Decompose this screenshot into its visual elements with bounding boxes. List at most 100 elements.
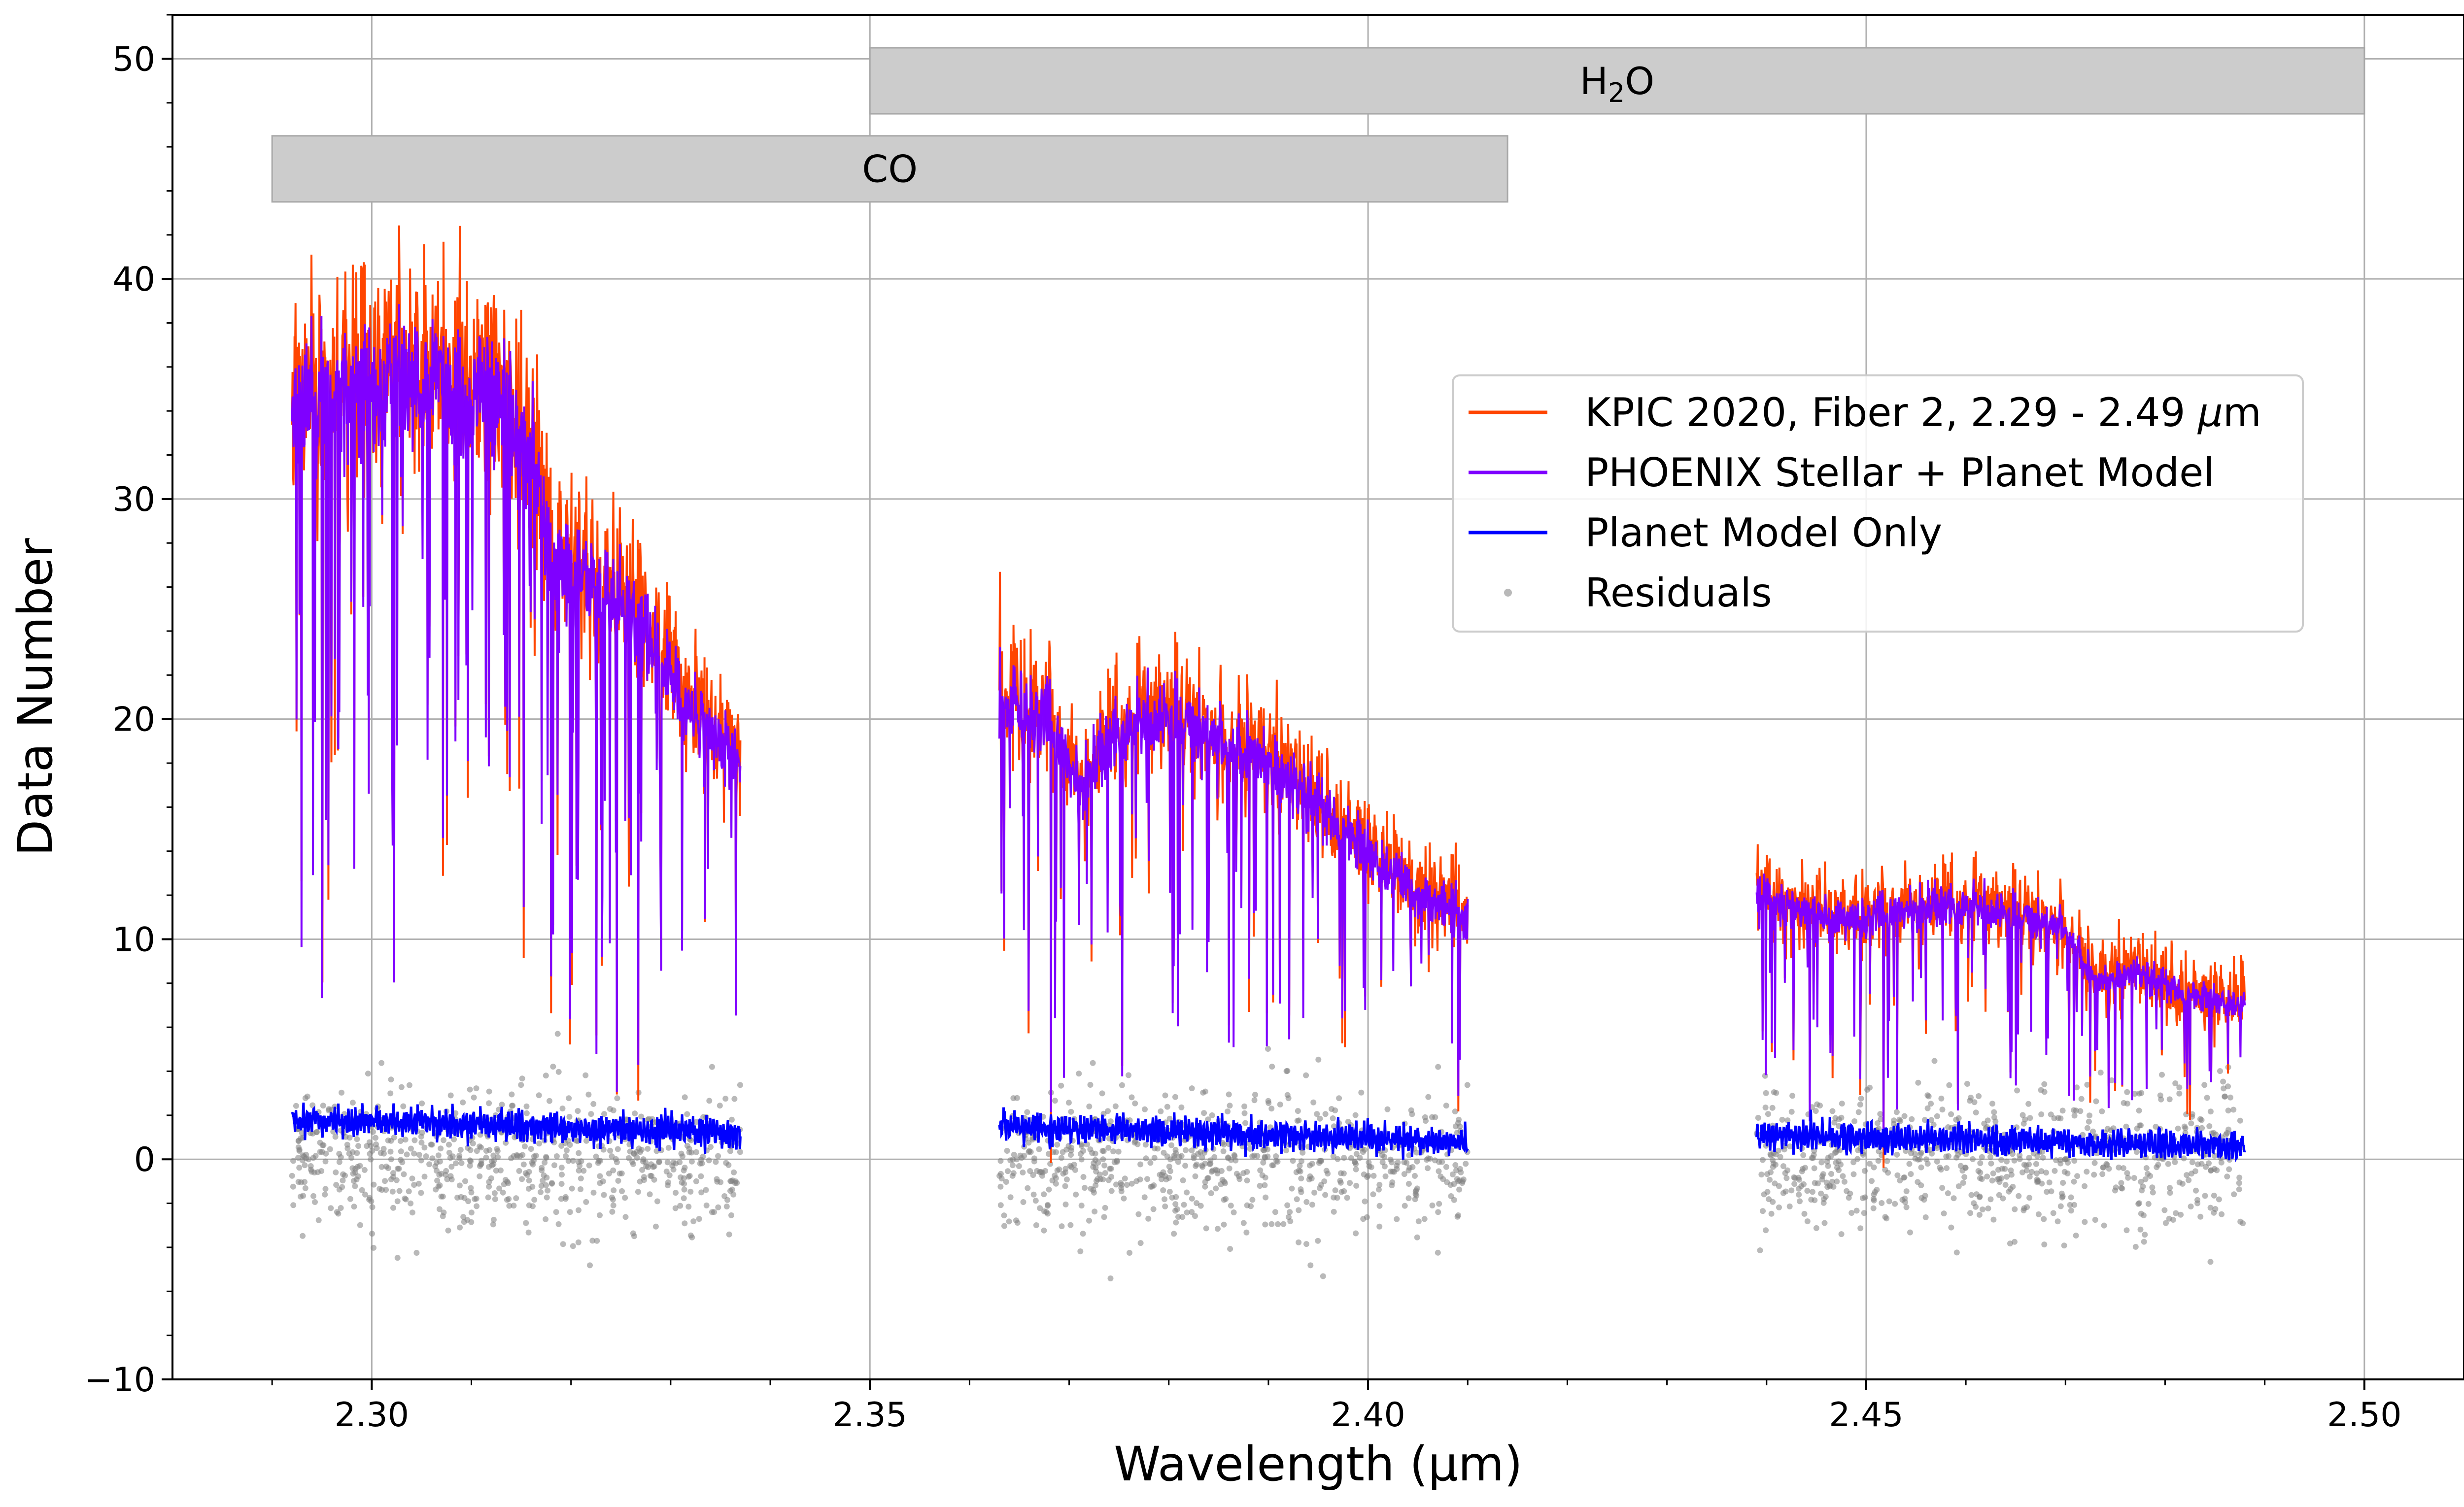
residual-point [2026,1195,2033,1201]
residual-point [468,1209,475,1216]
residual-point [645,1145,651,1152]
residual-point [1150,1206,1157,1212]
residual-point [1967,1210,1973,1216]
residual-point [290,1183,296,1190]
x-tick-label: 2.30 [335,1396,409,1435]
residual-point [723,1204,730,1209]
residual-point [2125,1174,2131,1181]
residual-point [2141,1239,2147,1245]
legend-label: Residuals [1585,570,1772,616]
x-tick-label: 2.45 [1829,1396,1903,1435]
residual-point [1941,1210,1947,1217]
residual-point [1173,1219,1179,1226]
residual-point [1220,1148,1227,1154]
residual-point [2207,1108,2214,1115]
residual-point [1161,1149,1167,1156]
residual-point [997,1202,1004,1208]
residual-point [1144,1176,1150,1182]
residual-point [1173,1194,1179,1200]
residual-point [1272,1209,1278,1215]
residual-point [1455,1178,1462,1184]
residual-point [2167,1185,2173,1191]
residual-point [2182,1125,2189,1132]
residual-point [1800,1152,1807,1158]
data-layer [291,225,2246,1168]
residual-point [1813,1108,1819,1114]
residual-point [1370,1172,1377,1179]
residual-point [1821,1196,1827,1202]
residual-point [2035,1211,2042,1217]
residual-point [429,1155,436,1162]
residual-point [1166,1164,1172,1170]
residual-point [453,1160,459,1167]
residual-point [1141,1194,1148,1201]
residual-point [322,1158,329,1165]
residual-point [2208,1168,2214,1174]
residual-point [519,1152,526,1158]
residual-point [1086,1217,1092,1224]
y-tick-label: −10 [84,1361,155,1400]
residual-point [1891,1117,1897,1124]
residual-point [421,1173,428,1180]
residual-point [2053,1157,2059,1164]
residual-point [1093,1182,1099,1189]
y-tick-label: 40 [112,260,155,299]
residual-point [1052,1098,1058,1104]
residual-point [1105,1177,1112,1183]
residual-point [448,1164,455,1170]
residual-point [1257,1183,1263,1189]
residual-point [555,1069,562,1075]
residual-point [1990,1216,1997,1223]
residual-point [677,1203,684,1209]
residual-point [652,1223,659,1230]
residual-point [406,1188,412,1195]
residual-point [721,1193,728,1199]
residual-point [2041,1216,2047,1222]
residual-point [1189,1085,1195,1092]
residual-point [682,1220,688,1227]
residual-point [1804,1218,1811,1225]
grid-layer [172,15,2464,1380]
residual-point [1014,1156,1020,1163]
residual-point [536,1140,543,1147]
residual-point [2008,1172,2015,1178]
residual-point [438,1193,445,1200]
residual-point [666,1172,673,1178]
residual-point [1252,1092,1258,1098]
residual-point [368,1156,374,1163]
residual-point [703,1187,709,1193]
residual-point [1199,1154,1205,1161]
residual-point [728,1116,735,1123]
residual-point [1062,1201,1069,1207]
residual-point [2225,1083,2231,1090]
residual-point [1773,1090,1780,1096]
residual-point [2197,1213,2204,1220]
residual-point [1858,1095,1864,1102]
residual-point [1277,1102,1283,1107]
residual-point [1358,1089,1365,1096]
residual-point [1171,1152,1177,1159]
residual-point [2038,1111,2045,1117]
residual-point [1795,1174,1802,1181]
residual-point [1831,1119,1838,1126]
residual-point [398,1148,404,1155]
residual-point [1827,1183,1833,1190]
residual-point [2034,1153,2041,1159]
residual-point [1009,1162,1016,1169]
residual-point [2188,1120,2194,1127]
residual-point [1786,1203,1793,1209]
residual-point [1244,1202,1250,1208]
residual-point [1079,1143,1085,1149]
residual-point [499,1102,505,1108]
residual-point [1782,1170,1788,1176]
residual-point [1861,1210,1867,1216]
residual-point [1262,1182,1268,1188]
residual-point [2193,1187,2199,1194]
residual-point [333,1182,340,1188]
residual-point [2217,1068,2223,1074]
residual-point [1797,1198,1803,1205]
residual-point [456,1152,463,1159]
residual-point [1219,1176,1226,1183]
residual-point [378,1060,385,1066]
residual-point [349,1100,356,1106]
